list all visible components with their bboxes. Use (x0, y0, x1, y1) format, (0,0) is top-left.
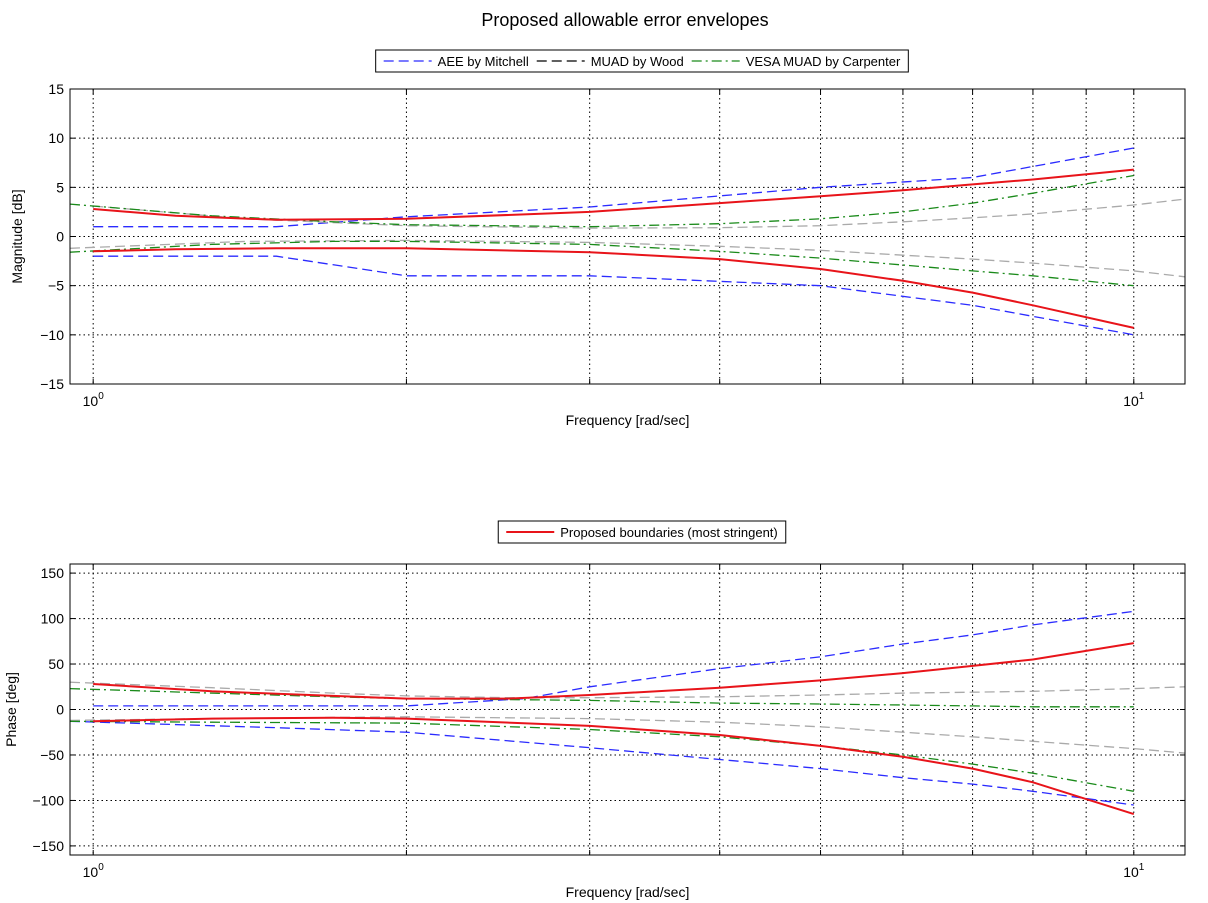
phase-legend: Proposed boundaries (most stringent) (497, 520, 787, 544)
mag-y-tick-label: −5 (48, 278, 64, 294)
phase-series-line (70, 681, 1185, 699)
mag-series-line (93, 198, 1185, 229)
mag-axes-frame (69, 88, 1186, 385)
phase-y-tick-label: −150 (32, 838, 64, 854)
phase-series-line (70, 687, 1134, 708)
mag-y-tick-label: −10 (40, 327, 64, 343)
mag-series-group (70, 147, 1185, 336)
mag-series-line (70, 240, 1134, 287)
mag-series-line (93, 168, 1134, 221)
phase-y-tick-label: −50 (40, 747, 64, 763)
phase-grid (70, 564, 1185, 855)
phase-legend-box (497, 520, 787, 544)
mag-x-tick-label: 100 (83, 391, 105, 409)
phase-plot: −150 −100 −50 0 50 100 150 100 101 Frequency [rad… (3, 520, 1186, 900)
mag-x-axis-label: Frequency [rad/sec] (566, 412, 690, 428)
phase-x-tick-label: 100 (83, 862, 105, 880)
mag-y-tick-label: 5 (56, 179, 64, 195)
mag-y-tick-label: −15 (40, 376, 64, 392)
phase-series-line (93, 716, 1135, 816)
phase-x-tick-label: 101 (1123, 862, 1145, 880)
mag-legend-label: AEE by Mitchell (438, 54, 529, 69)
mag-y-axis-label: Magnitude [dB] (9, 189, 25, 283)
phase-x-axis-label: Frequency [rad/sec] (566, 884, 690, 900)
mag-series-line (93, 147, 1134, 228)
mag-y-tick-label: 15 (48, 81, 64, 97)
mag-legend-label: VESA MUAD by Carpenter (746, 54, 901, 69)
figure-title: Proposed allowable error envelopes (481, 10, 768, 30)
phase-y-tick-label: 50 (48, 656, 64, 672)
phase-series-group (70, 610, 1185, 816)
mag-series-line (70, 239, 1185, 278)
phase-legend-label: Proposed boundaries (most stringent) (560, 525, 778, 540)
phase-y-tick-label: 0 (56, 702, 64, 718)
phase-y-axis-label: Phase [deg] (3, 672, 19, 747)
phase-series-line (93, 610, 1134, 707)
mag-legend-label: MUAD by Wood (591, 54, 684, 69)
mag-series-line (93, 255, 1134, 336)
phase-y-tick-label: −100 (32, 792, 64, 808)
mag-y-tick-label: 10 (48, 130, 64, 146)
mag-legend: AEE by Mitchell MUAD by Wood VESA MUAD by … (375, 49, 909, 73)
mag-y-tick-label: 0 (56, 229, 64, 245)
magnitude-plot: −15 −10 −5 0 5 10 15 100 101 Frequency [rad/sec] M… (9, 49, 1186, 428)
phase-axes-frame (69, 563, 1186, 856)
mag-series-line (93, 247, 1135, 329)
mag-legend-box (375, 49, 909, 73)
phase-y-tick-label: 150 (41, 565, 65, 581)
phase-series-line (93, 642, 1134, 700)
phase-series-line (70, 720, 1134, 806)
phase-y-tick-label: 100 (41, 611, 65, 627)
mag-x-tick-label: 101 (1123, 391, 1145, 409)
